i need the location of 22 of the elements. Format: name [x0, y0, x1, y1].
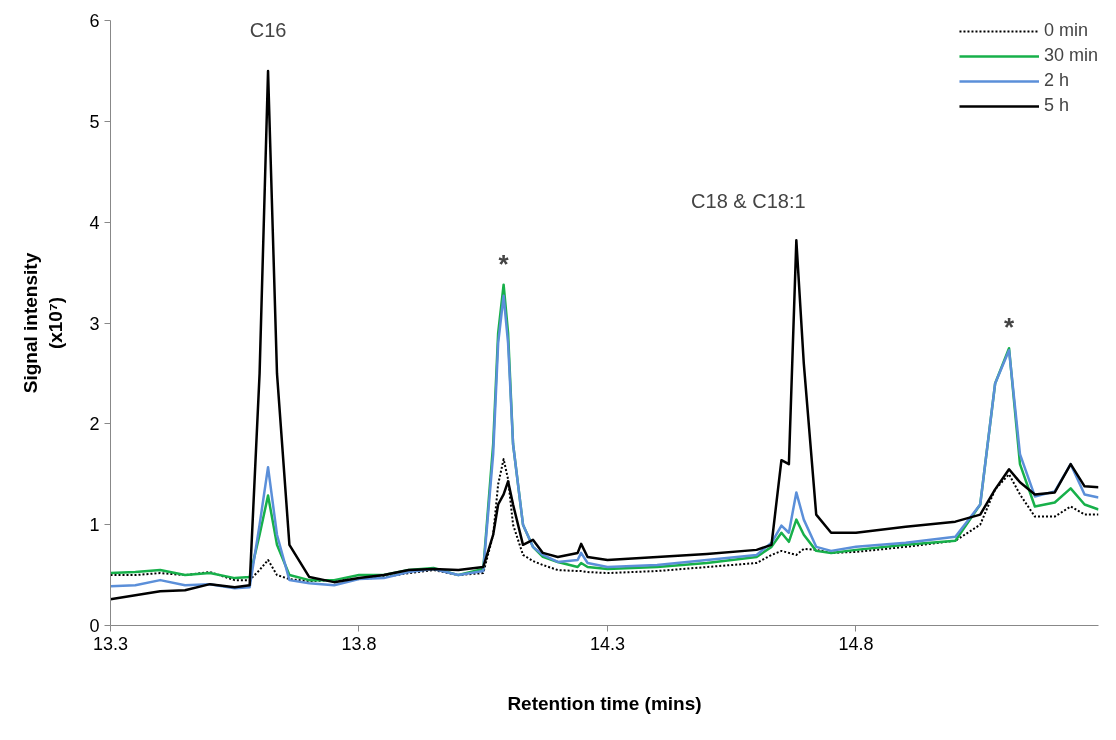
- annotation: C18 & C18:1: [691, 190, 806, 213]
- y-tick-label: 6: [89, 11, 100, 31]
- annotation: *: [1003, 312, 1015, 343]
- x-tick-label: 13.8: [341, 633, 377, 654]
- legend-label: 30 min: [1043, 45, 1098, 66]
- x-tick-label: 13.3: [92, 633, 129, 654]
- y-tick-label: 5: [89, 111, 100, 132]
- y-tick-label: 3: [89, 313, 100, 334]
- y-tick-label: 2: [89, 414, 100, 435]
- y-axis-title: Signal intensity (x10⁷): [20, 252, 67, 394]
- x-tick-label: 14.3: [589, 633, 626, 654]
- y-tick-label: 1: [89, 515, 100, 536]
- x-axis-title: Retention time (mins): [507, 692, 702, 714]
- y-tick-label: 4: [89, 212, 100, 233]
- legend-label: 2 h: [1043, 70, 1069, 91]
- x-tick-label: 14.8: [838, 633, 874, 654]
- y-tick-label: 0: [89, 616, 100, 636]
- line-series: [110, 69, 1099, 601]
- annotation: C16: [249, 18, 287, 41]
- annotation: *: [498, 248, 510, 279]
- legend-label: 5 h: [1043, 95, 1069, 116]
- legend-label: 0 min: [1043, 20, 1088, 41]
